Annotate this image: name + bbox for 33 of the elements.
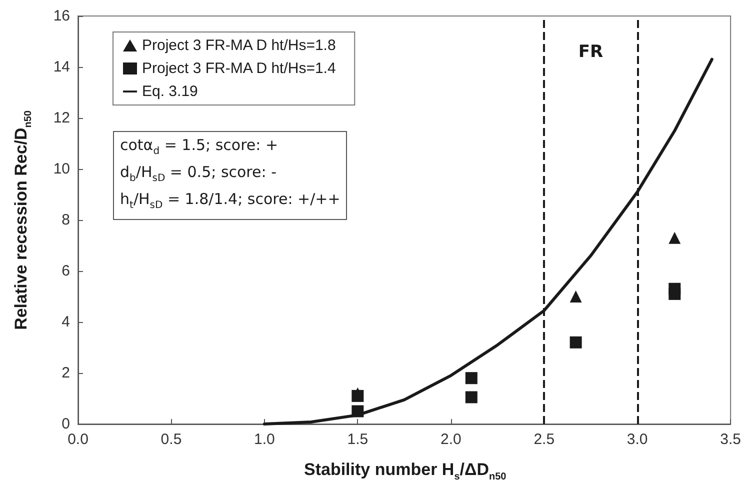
- x-tick-label: 2.0: [440, 431, 462, 448]
- y-tick-label: 2: [62, 364, 70, 382]
- x-tick-label: 1.0: [254, 431, 275, 448]
- point: [570, 290, 582, 302]
- y-tick-label: 14: [53, 58, 70, 76]
- y-tick-label: 16: [53, 8, 70, 24]
- y-tick-label: 8: [62, 212, 70, 228]
- x-tick-label: 2.5: [534, 431, 555, 448]
- point: [465, 372, 478, 384]
- x-tick-label: 0.0: [68, 431, 88, 448]
- y-tick-label: 10: [53, 160, 70, 178]
- y-tick-label: 12: [53, 110, 70, 126]
- annotation: FR: [578, 42, 604, 62]
- x-tick-label: 1.5: [347, 431, 368, 448]
- point: [570, 336, 582, 348]
- point: [352, 387, 364, 400]
- y-tick-label: 0: [62, 416, 70, 432]
- annotation: cotα$_{d}$ = 1.5; score: +: [120, 135, 280, 159]
- y-tick-label: 4: [62, 314, 70, 330]
- point: [465, 391, 478, 404]
- legend-label: Project 3 FR-MA D ht/Hs=1.4: [142, 60, 336, 77]
- annotation: h$_{t}$/H$_{sD}$ = 1.8/1.4; score: +/++: [120, 189, 340, 213]
- x-tick-label: 0.5: [160, 431, 182, 448]
- x-axis-title: Stability number H$_{s}$/ΔD$_{n50}$: [304, 460, 506, 482]
- x-tick-label: 3.0: [626, 431, 648, 448]
- annotation: d$_{b}$/H$_{sD}$ = 0.5; score: -: [120, 162, 278, 186]
- legend-label: Project 3 FR-MA D ht/Hs=1.8: [142, 37, 336, 54]
- point: [668, 288, 681, 300]
- point: [352, 405, 364, 418]
- y-tick-label: 6: [62, 262, 70, 280]
- legend-label: Eq. 3.19: [142, 83, 198, 100]
- point: [668, 232, 681, 244]
- x-tick-label: 3.5: [720, 431, 742, 448]
